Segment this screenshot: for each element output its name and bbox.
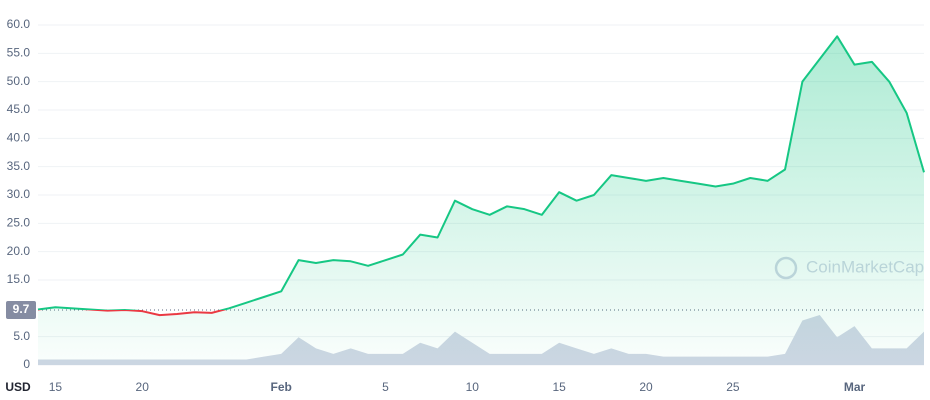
x-tick-label: 10 (466, 380, 480, 394)
price-line (37, 35, 925, 317)
y-tick-label: 45.0 (7, 102, 31, 116)
y-tick-label: 25.0 (7, 216, 31, 230)
reference-label: 9.7 (13, 302, 30, 316)
y-tick-label: 40.0 (7, 131, 31, 145)
currency-label: USD (5, 380, 31, 394)
y-tick-label: 60.0 (7, 17, 31, 31)
y-tick-label: 50.0 (7, 74, 31, 88)
x-tick-label: Mar (844, 380, 866, 394)
y-tick-label: 0 (23, 357, 30, 371)
x-tick-label: 20 (136, 380, 150, 394)
x-tick-label: Feb (271, 380, 292, 394)
y-tick-label: 5.0 (13, 329, 30, 343)
x-tick-label: 15 (49, 380, 63, 394)
x-tick-label: 5 (382, 380, 389, 394)
y-tick-label: 55.0 (7, 46, 31, 60)
x-tick-label: 15 (552, 380, 566, 394)
y-tick-label: 15.0 (7, 272, 31, 286)
y-tick-label: 20.0 (7, 244, 31, 258)
x-tick-label: 25 (726, 380, 740, 394)
y-tick-label: 35.0 (7, 159, 31, 173)
reference-badge (6, 301, 36, 320)
y-tick-label: 30.0 (7, 187, 31, 201)
x-tick-label: 20 (639, 380, 653, 394)
price-area (38, 36, 924, 365)
